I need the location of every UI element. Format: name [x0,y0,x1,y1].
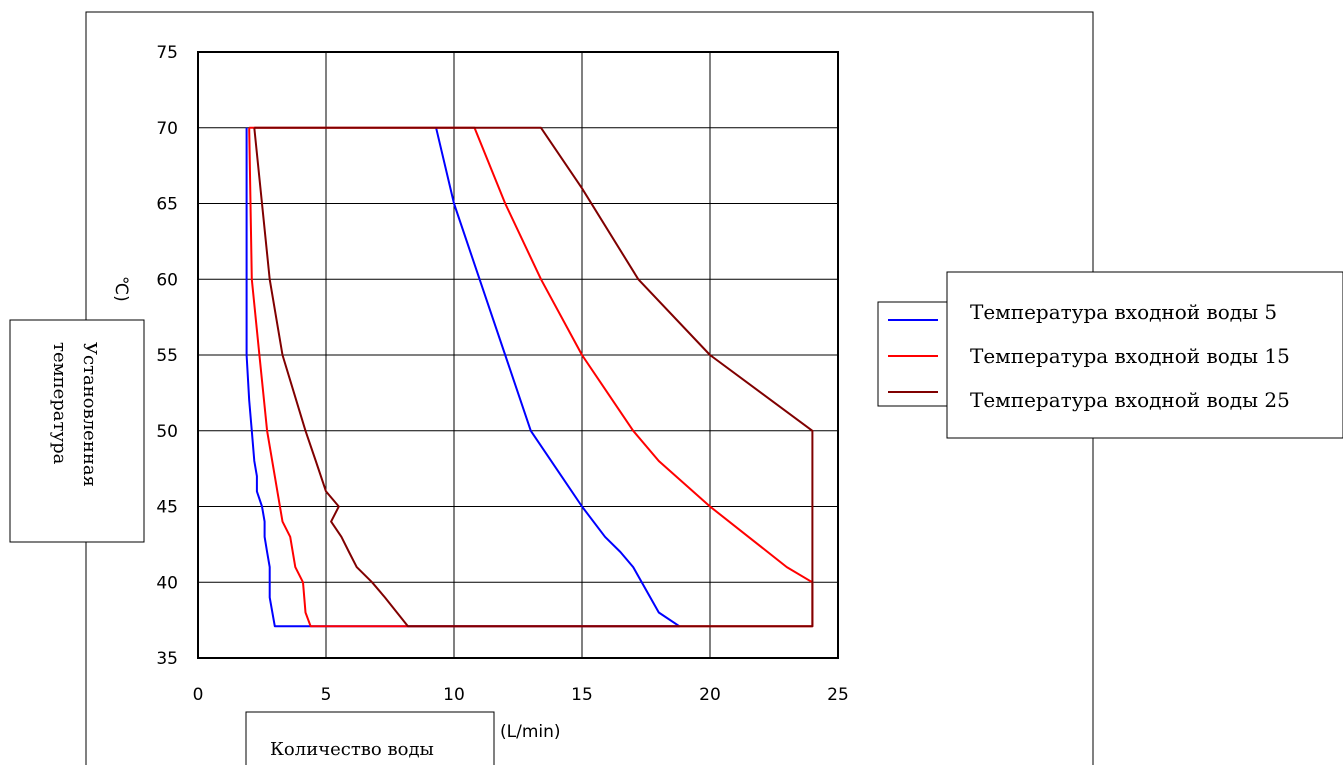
y-axis-label: Установленная температура [49,342,100,493]
x-tick-label: 15 [571,685,593,705]
y-tick-label: 65 [156,195,178,215]
y-tick-label: 35 [156,649,178,669]
x-tick-labels: 0 5 10 15 20 25 [193,685,849,705]
x-tick-label: 10 [443,685,465,705]
x-axis-label-box [245,711,495,765]
legend-small-swatches [888,319,938,393]
y-tick-label: 70 [156,119,178,139]
legend [946,271,1343,439]
legend-small-box [877,301,957,407]
legend-entries: Температура входной воды 5 Температура вх… [970,300,1290,412]
x-tick-label: 25 [827,685,849,705]
series-group [245,126,814,628]
y-tick-label: 75 [156,43,178,63]
y-tick-label: 45 [156,498,178,518]
grid [198,52,838,658]
legend-entry-1: Температура входной воды 5 [970,300,1277,324]
y-tick-label: 50 [156,422,178,442]
y-tick-label: 60 [156,270,178,290]
series-line-3 [253,126,814,628]
y-axis-label-box [9,319,145,543]
x-tick-label: 5 [321,685,332,705]
y-tick-labels: 35 40 45 50 55 60 65 70 75 [156,43,178,669]
legend-entry-3: Температура входной воды 25 [970,388,1290,412]
x-tick-label: 0 [193,685,204,705]
legend-entry-2: Температура входной воды 15 [970,344,1290,368]
x-tick-label: 20 [699,685,721,705]
y-tick-label: 40 [156,573,178,593]
x-axis-unit: (L/min) [500,722,561,742]
y-axis-unit: ℃) [111,276,131,302]
y-tick-label: 55 [156,346,178,366]
x-axis-label: Количество воды [270,739,434,760]
series-line-1 [245,127,681,628]
